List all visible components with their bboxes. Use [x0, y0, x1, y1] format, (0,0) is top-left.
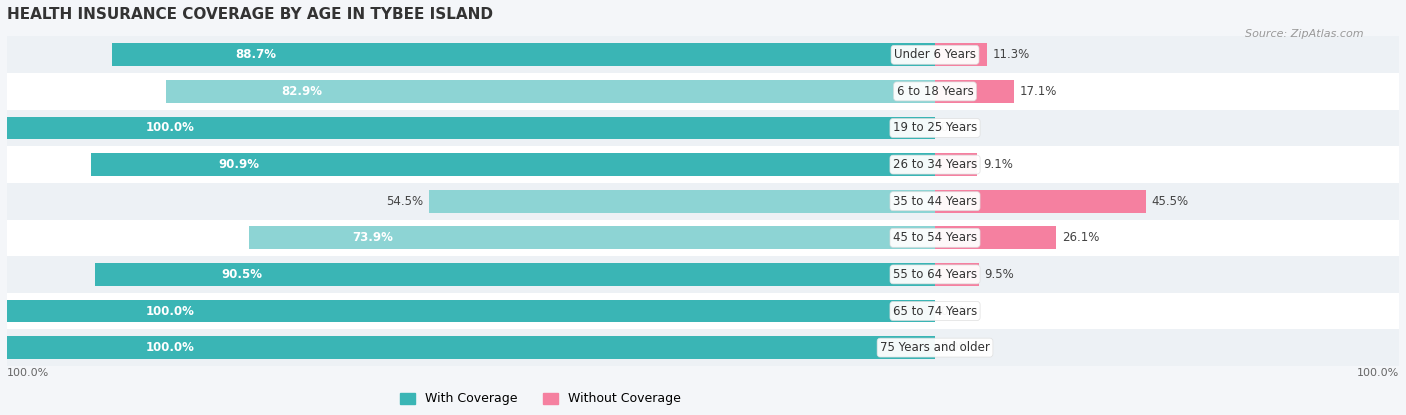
- Text: 90.5%: 90.5%: [221, 268, 262, 281]
- Text: 45.5%: 45.5%: [1152, 195, 1189, 208]
- Bar: [935, 190, 1146, 212]
- Bar: [96, 263, 935, 286]
- Bar: [7, 73, 1399, 110]
- Text: 100.0%: 100.0%: [146, 341, 195, 354]
- Bar: [249, 227, 935, 249]
- Text: 65 to 74 Years: 65 to 74 Years: [893, 305, 977, 317]
- Text: 75 Years and older: 75 Years and older: [880, 341, 990, 354]
- Text: 11.3%: 11.3%: [993, 48, 1031, 61]
- Bar: [7, 110, 1399, 146]
- Bar: [7, 146, 1399, 183]
- Text: 17.1%: 17.1%: [1019, 85, 1057, 98]
- Bar: [7, 330, 1399, 366]
- Text: 35 to 44 Years: 35 to 44 Years: [893, 195, 977, 208]
- Text: 6 to 18 Years: 6 to 18 Years: [897, 85, 973, 98]
- Bar: [935, 263, 979, 286]
- Text: Source: ZipAtlas.com: Source: ZipAtlas.com: [1246, 29, 1364, 39]
- Text: 9.1%: 9.1%: [983, 158, 1012, 171]
- Text: 45 to 54 Years: 45 to 54 Years: [893, 231, 977, 244]
- Text: 82.9%: 82.9%: [281, 85, 322, 98]
- Bar: [7, 220, 1399, 256]
- Text: 55 to 64 Years: 55 to 64 Years: [893, 268, 977, 281]
- Text: 100.0%: 100.0%: [1357, 369, 1399, 378]
- Text: 54.5%: 54.5%: [387, 195, 423, 208]
- Text: 0.0%: 0.0%: [941, 341, 970, 354]
- Bar: [935, 44, 987, 66]
- Bar: [429, 190, 935, 212]
- Bar: [112, 44, 935, 66]
- Text: 9.5%: 9.5%: [984, 268, 1014, 281]
- Text: 90.9%: 90.9%: [218, 158, 259, 171]
- Bar: [7, 256, 1399, 293]
- Bar: [935, 153, 977, 176]
- Text: 26.1%: 26.1%: [1062, 231, 1099, 244]
- Bar: [935, 227, 1056, 249]
- Text: 73.9%: 73.9%: [352, 231, 392, 244]
- Text: 26 to 34 Years: 26 to 34 Years: [893, 158, 977, 171]
- Bar: [91, 153, 935, 176]
- Text: 100.0%: 100.0%: [146, 305, 195, 317]
- Text: 88.7%: 88.7%: [235, 48, 277, 61]
- Bar: [7, 293, 1399, 330]
- Legend: With Coverage, Without Coverage: With Coverage, Without Coverage: [395, 388, 686, 410]
- Bar: [7, 37, 1399, 73]
- Text: 0.0%: 0.0%: [941, 305, 970, 317]
- Bar: [7, 117, 935, 139]
- Text: 0.0%: 0.0%: [941, 122, 970, 134]
- Bar: [7, 183, 1399, 220]
- Text: Under 6 Years: Under 6 Years: [894, 48, 976, 61]
- Text: 100.0%: 100.0%: [146, 122, 195, 134]
- Bar: [166, 80, 935, 103]
- Bar: [7, 336, 935, 359]
- Text: 19 to 25 Years: 19 to 25 Years: [893, 122, 977, 134]
- Bar: [7, 300, 935, 322]
- Bar: [935, 80, 1014, 103]
- Text: 100.0%: 100.0%: [7, 369, 49, 378]
- Text: HEALTH INSURANCE COVERAGE BY AGE IN TYBEE ISLAND: HEALTH INSURANCE COVERAGE BY AGE IN TYBE…: [7, 7, 494, 22]
